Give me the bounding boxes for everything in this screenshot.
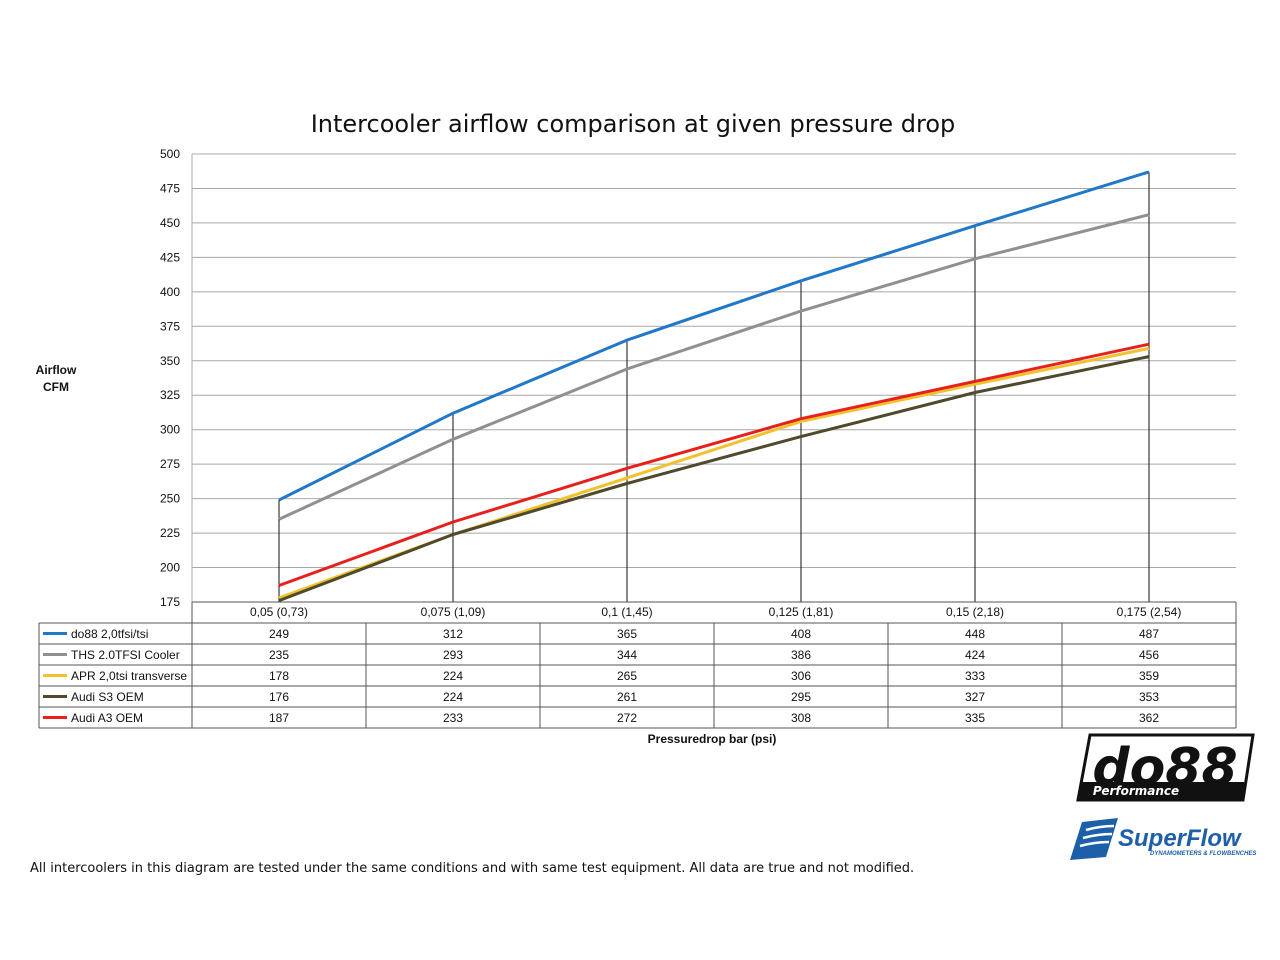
y-tick-label: 275 [160, 457, 180, 471]
data-label: 424 [965, 648, 985, 662]
data-label: 224 [443, 669, 463, 683]
data-label: 365 [617, 627, 637, 641]
x-tick-label: 0,1 (1,45) [601, 605, 652, 619]
y-tick-label: 200 [160, 561, 180, 575]
data-label: 224 [443, 690, 463, 704]
superflow-logo-subtext: DYNAMOMETERS & FLOWBENCHES [1150, 851, 1256, 857]
data-label: 295 [791, 690, 811, 704]
y-tick-label: 475 [160, 181, 180, 195]
data-label: 265 [617, 669, 637, 683]
data-label: 353 [1139, 690, 1159, 704]
data-label: 308 [791, 711, 811, 725]
legend-entry: Audi A3 OEM [71, 711, 143, 725]
y-axis-label-line-1: Airflow [36, 363, 77, 377]
data-label: 312 [443, 627, 463, 641]
data-label: 448 [965, 627, 985, 641]
series-lines [278, 170, 1150, 603]
y-tick-label: 450 [160, 216, 180, 230]
x-tick-label: 0,075 (1,09) [421, 605, 486, 619]
data-label: 272 [617, 711, 637, 725]
y-tick-label: 375 [160, 319, 180, 333]
y-tick-label: 400 [160, 285, 180, 299]
y-tick-label: 425 [160, 250, 180, 264]
superflow-logo: SuperFlow DYNAMOMETERS & FLOWBENCHES [1070, 818, 1256, 860]
data-label: 235 [269, 648, 289, 662]
data-label: 176 [269, 690, 289, 704]
x-tick-label: 0,15 (2,18) [946, 605, 1004, 619]
superflow-swoosh-icon [1070, 818, 1118, 860]
superflow-logo-text: SuperFlow [1118, 825, 1242, 852]
series-line [278, 342, 1150, 587]
y-axis-label-line-2: CFM [43, 380, 69, 394]
data-label: 327 [965, 690, 985, 704]
data-label: 293 [443, 648, 463, 662]
data-table: 0,05 (0,73) 0,075 (1,09) 0,1 (1,45) 0,125 (… [38, 601, 1237, 729]
legend-entry: THS 2.0TFSI Cooler [71, 648, 180, 662]
legend-entry: Audi S3 OEM [71, 690, 144, 704]
data-label: 187 [269, 711, 289, 725]
y-tick-label: 225 [160, 526, 180, 540]
category-droplines [278, 171, 1150, 602]
legend-entry: do88 2,0tfsi/tsi [71, 627, 148, 641]
data-label: 249 [269, 627, 289, 641]
series-line [278, 346, 1150, 600]
legend-entry: APR 2,0tsi transverse [71, 669, 187, 683]
y-tick-label: 325 [160, 388, 180, 402]
x-tick-label: 0,05 (0,73) [250, 605, 308, 619]
data-label: 261 [617, 690, 637, 704]
do88-logo-subtext: Performance [1093, 784, 1179, 798]
data-label: 333 [965, 669, 985, 683]
x-axis-label: Pressuredrop bar (psi) [648, 732, 777, 746]
gridlines [191, 153, 1236, 603]
data-label: 386 [791, 648, 811, 662]
data-label: 487 [1139, 627, 1159, 641]
data-label: 233 [443, 711, 463, 725]
y-tick-label: 350 [160, 354, 180, 368]
x-tick-label: 0,175 (2,54) [1117, 605, 1182, 619]
footnote: All intercoolers in this diagram are tes… [30, 861, 914, 876]
data-label: 362 [1139, 711, 1159, 725]
data-label: 178 [269, 669, 289, 683]
data-label: 456 [1139, 648, 1159, 662]
y-tick-label: 250 [160, 492, 180, 506]
data-label: 335 [965, 711, 985, 725]
y-axis-label: Airflow CFM [36, 363, 77, 394]
data-label: 344 [617, 648, 637, 662]
y-tick-label: 175 [160, 595, 180, 609]
do88-logo: do88 Performance [1076, 733, 1255, 802]
data-label: 359 [1139, 669, 1159, 683]
data-label: 306 [791, 669, 811, 683]
series-line [278, 213, 1150, 521]
y-tick-label: 300 [160, 423, 180, 437]
series-line [278, 355, 1150, 603]
x-tick-label: 0,125 (1,81) [769, 605, 834, 619]
y-tick-labels: 175 200 225 250 275 300 325 350 375 400 425 450 475 5… [160, 147, 180, 609]
chart-title: Intercooler airflow comparison at given … [311, 110, 956, 138]
y-tick-label: 500 [160, 147, 180, 161]
series-line [278, 170, 1150, 502]
data-label: 408 [791, 627, 811, 641]
